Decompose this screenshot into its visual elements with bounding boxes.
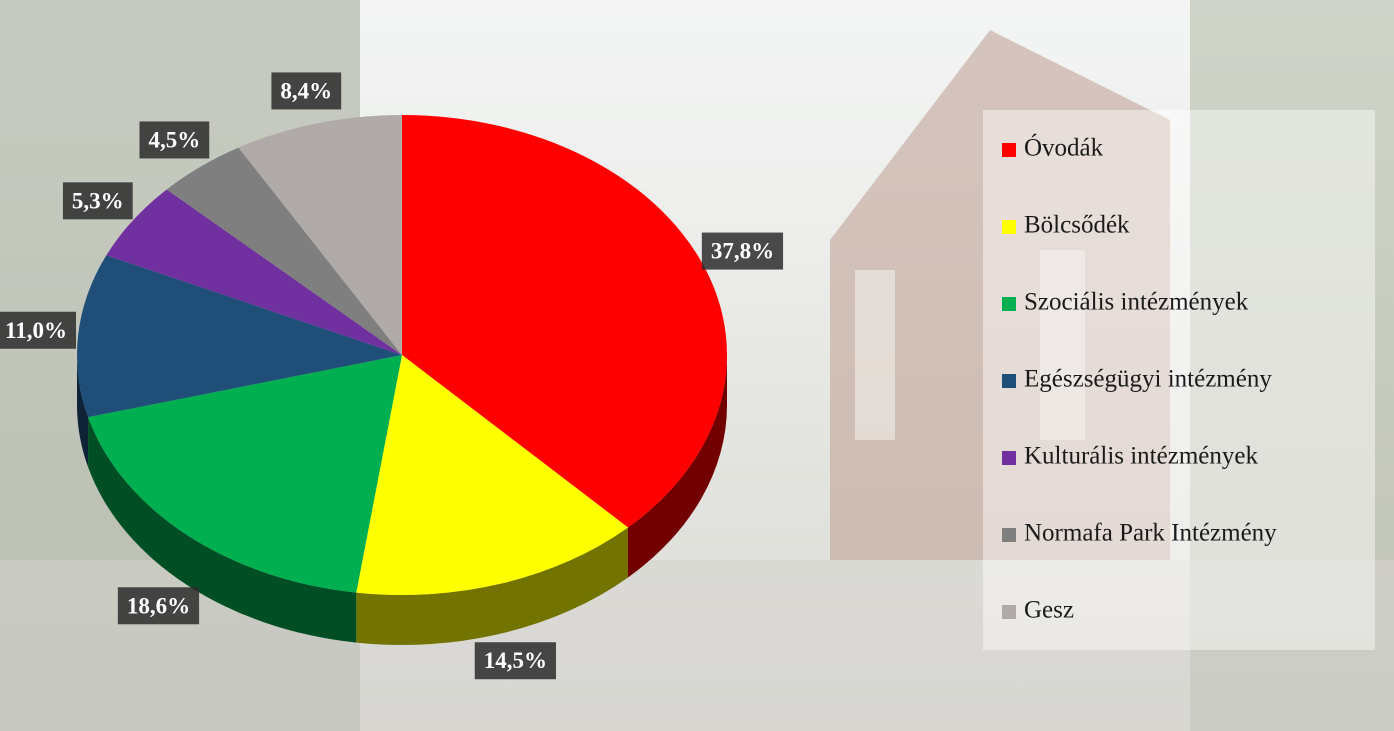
data-label-text: 11,0% [5, 318, 67, 343]
data-label: 37,8% [702, 233, 783, 270]
legend-swatch [1002, 451, 1016, 465]
data-label-text: 4,5% [149, 127, 201, 152]
data-label-text: 14,5% [484, 648, 547, 673]
legend-swatch [1002, 220, 1016, 234]
chart: 37,8% 14,5% 18,6% 11,0% 5,3% 4,5% 8,4% Óvodák Bö… [0, 0, 1394, 731]
data-label: 8,4% [271, 72, 341, 109]
data-label: 18,6% [118, 587, 199, 624]
legend-label: Egészségügyi intézmény [1024, 366, 1272, 393]
legend-label: Szociális intézmények [1024, 289, 1249, 316]
data-label: 4,5% [140, 121, 210, 158]
legend-swatch [1002, 143, 1016, 157]
data-label-text: 5,3% [72, 188, 124, 213]
slide: 37,8% 14,5% 18,6% 11,0% 5,3% 4,5% 8,4% Óvodák Bö… [0, 0, 1394, 731]
data-label: 14,5% [475, 642, 556, 679]
data-label-text: 18,6% [127, 593, 190, 618]
data-label: 11,0% [0, 312, 76, 349]
legend-swatch [1002, 528, 1016, 542]
legend-label: Kulturális intézmények [1024, 443, 1258, 470]
legend-label: Óvodák [1024, 134, 1104, 162]
data-label: 5,3% [63, 182, 133, 219]
legend-label: Gesz [1024, 597, 1074, 624]
legend-label: Normafa Park Intézmény [1024, 520, 1277, 547]
data-label-text: 8,4% [280, 78, 332, 103]
legend-label: Bölcsődék [1024, 212, 1130, 239]
legend-swatch [1002, 605, 1016, 619]
data-label-text: 37,8% [711, 239, 774, 264]
legend-swatch [1002, 297, 1016, 311]
legend-swatch [1002, 374, 1016, 388]
